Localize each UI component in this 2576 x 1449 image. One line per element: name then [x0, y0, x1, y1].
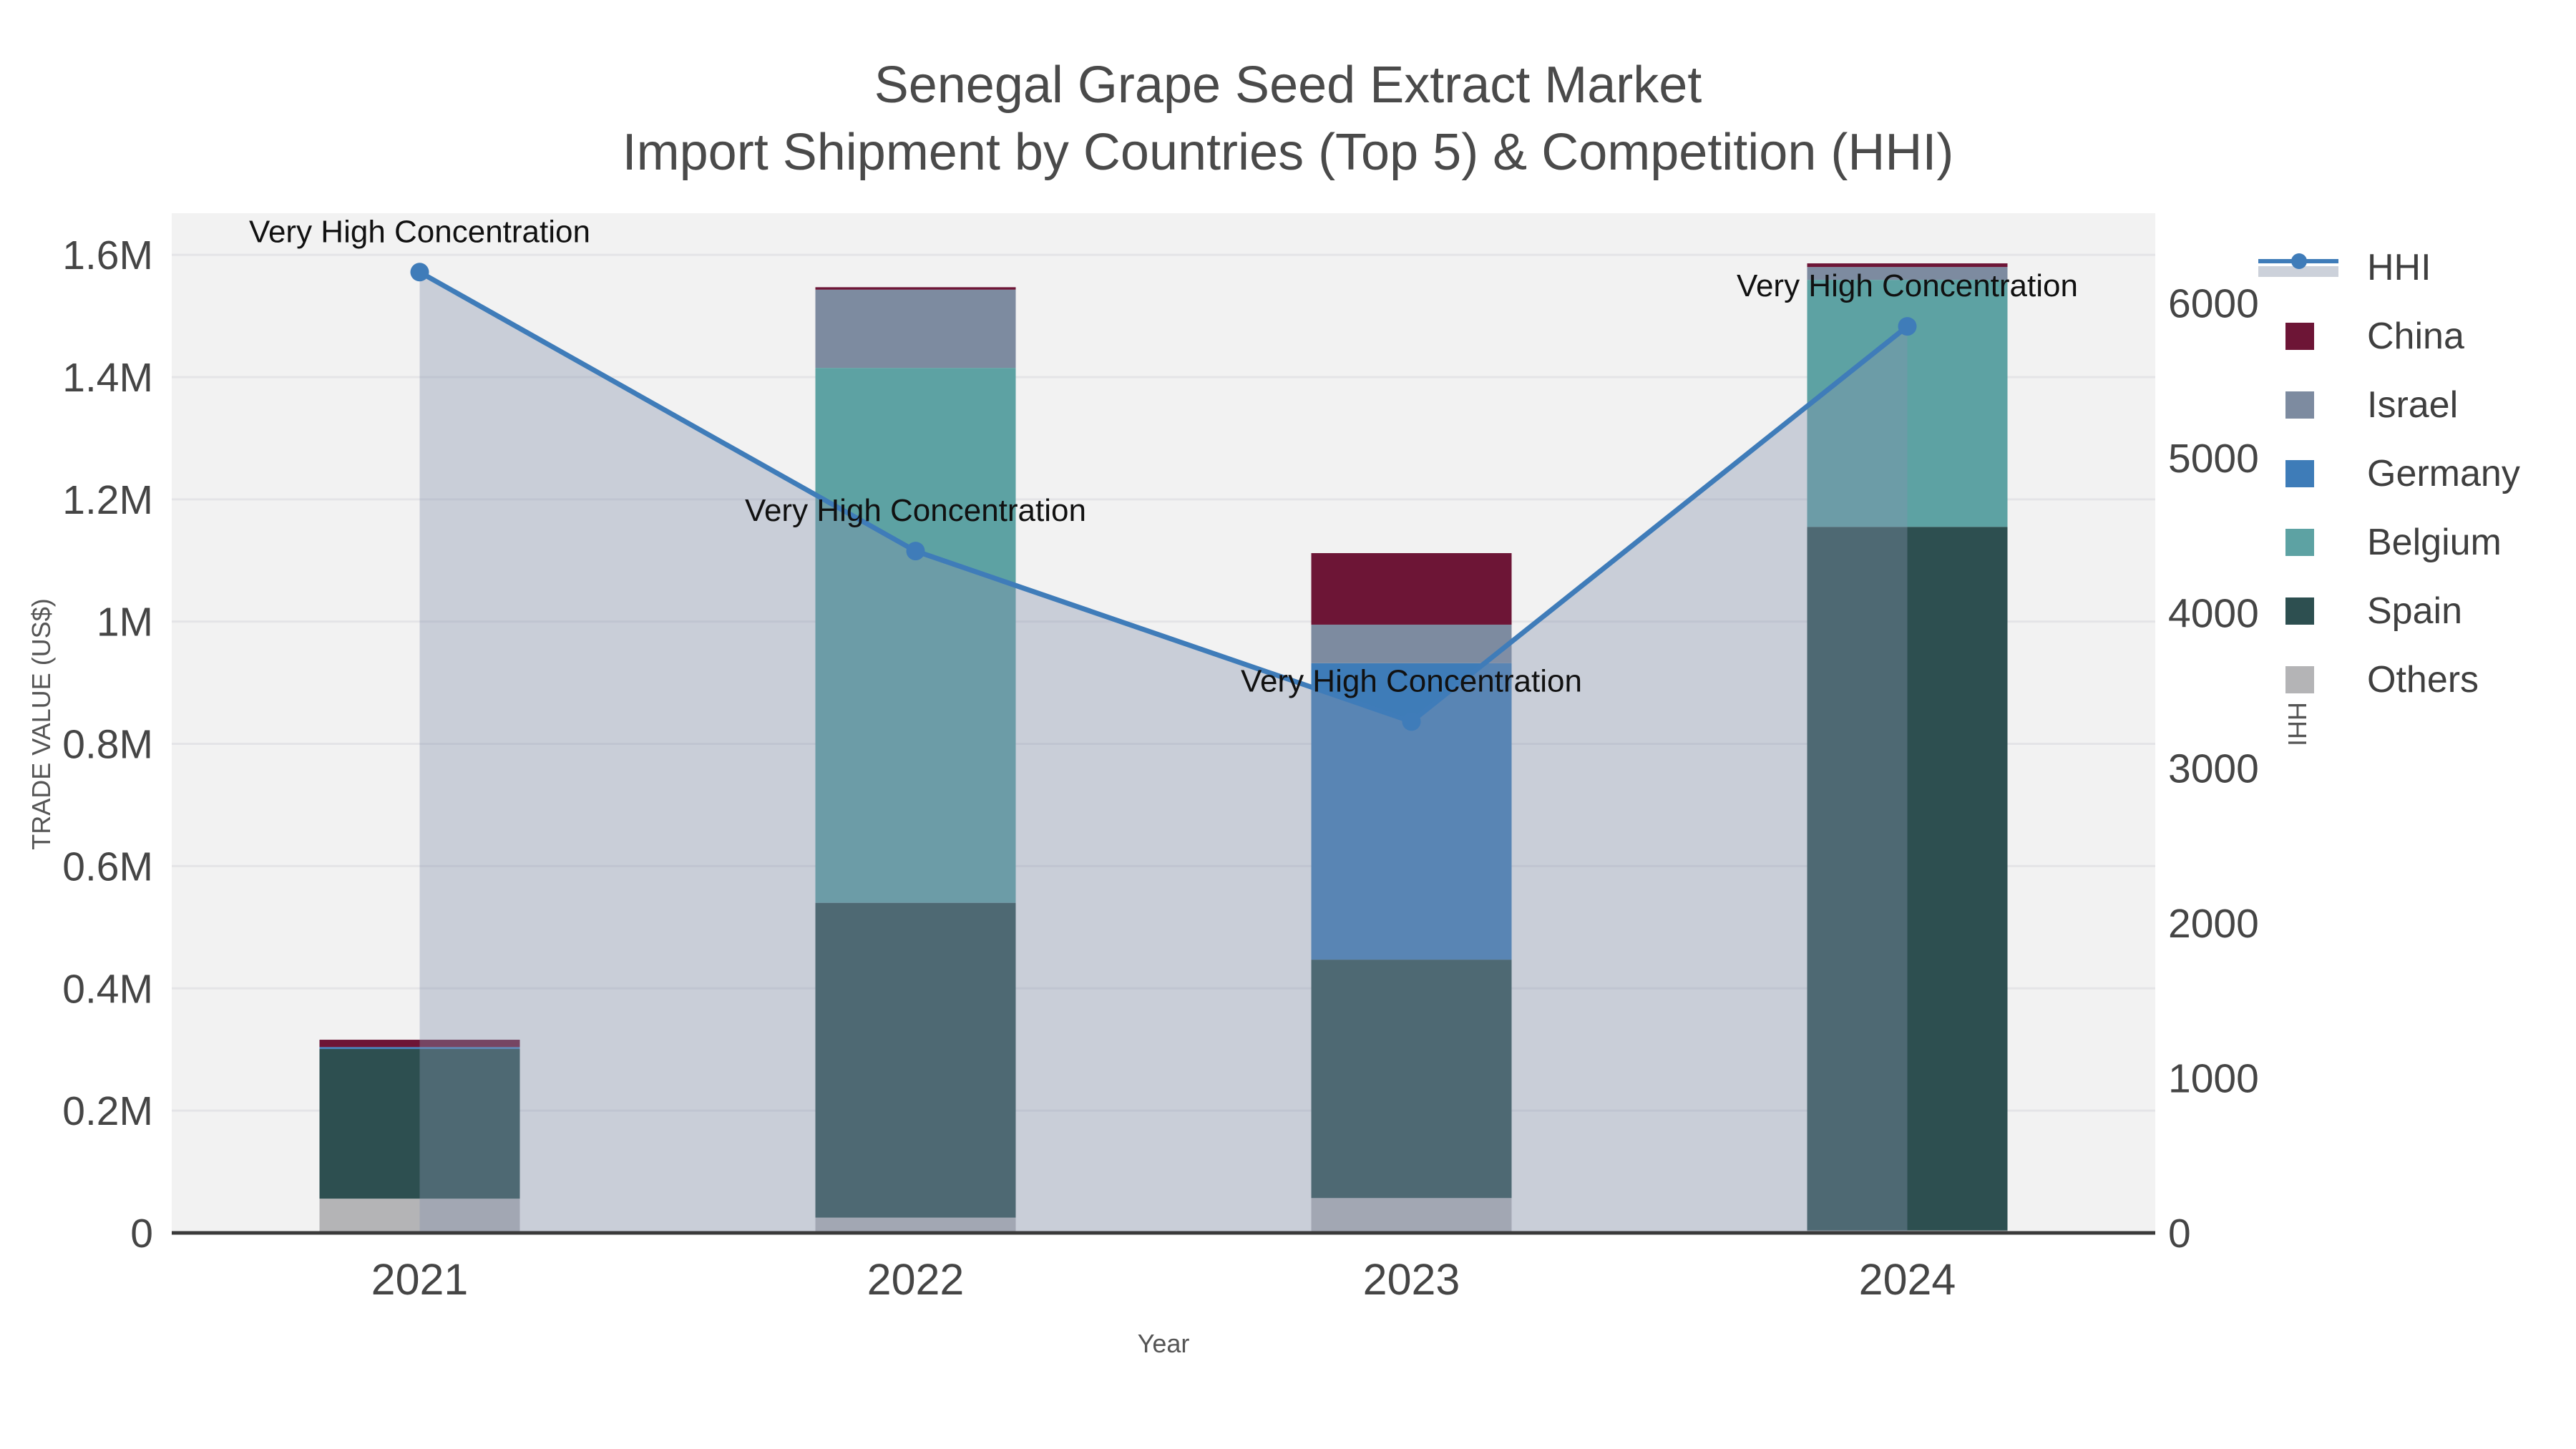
bar-2022-israel[interactable] — [815, 289, 1016, 369]
x-tick-2021: 2021 — [371, 1255, 469, 1304]
bar-2024-china[interactable] — [1807, 263, 2008, 268]
hhi-marker-2024[interactable] — [1898, 317, 1917, 336]
legend-swatch-cell-israel — [2258, 385, 2350, 425]
right-tick-5000: 5000 — [2168, 436, 2259, 482]
left-tick-0.2M: 0.2M — [62, 1088, 153, 1134]
legend-item-others[interactable]: Others — [2258, 645, 2520, 714]
hhi-line — [418, 270, 1909, 725]
hhi-marker-2021[interactable] — [410, 263, 429, 282]
chart-title-line2: Import Shipment by Countries (Top 5) & C… — [622, 124, 1954, 181]
bar-2022-belgium[interactable] — [815, 368, 1016, 903]
bar-2023-others[interactable] — [1311, 1198, 1512, 1233]
others-color-swatch-icon — [2285, 666, 2314, 693]
left-tick-1.6M: 1.6M — [62, 233, 153, 278]
left-tick-0.8M: 0.8M — [62, 722, 153, 768]
legend-label-belgium: Belgium — [2367, 522, 2502, 563]
annotation-2023: Very High Concentration — [1241, 663, 1582, 698]
right-tick-3000: 3000 — [2168, 746, 2259, 791]
legend-item-belgium[interactable]: Belgium — [2258, 508, 2520, 577]
germany-color-swatch-icon — [2285, 460, 2314, 487]
bar-2023-china[interactable] — [1311, 553, 1512, 625]
hhi-marker-2023[interactable] — [1402, 712, 1421, 731]
legend-label-china: China — [2367, 316, 2464, 357]
legend-swatch-cell-spain — [2258, 591, 2350, 631]
legend-item-hhi[interactable]: HHI — [2258, 233, 2520, 302]
legend-swatch-cell-germany — [2258, 454, 2350, 494]
legend: HHI China Israel Germany Belgium Spain Others — [2258, 233, 2520, 714]
legend-item-china[interactable]: China — [2258, 302, 2520, 371]
left-tick-0: 0 — [130, 1211, 153, 1257]
bar-2021-germany[interactable] — [319, 1047, 520, 1049]
left-tick-1.4M: 1.4M — [62, 355, 153, 401]
left-tick-0.4M: 0.4M — [62, 966, 153, 1012]
left-tick-0.6M: 0.6M — [62, 844, 153, 889]
right-tick-2000: 2000 — [2168, 901, 2259, 947]
left-axis-title: TRADE VALUE (US$) — [26, 598, 56, 850]
bar-2021-others[interactable] — [319, 1199, 520, 1233]
hhi-area-fill — [419, 272, 1908, 1234]
legend-label-spain: Spain — [2367, 590, 2462, 632]
israel-color-swatch-icon — [2285, 391, 2314, 419]
right-tick-0: 0 — [2168, 1211, 2191, 1257]
legend-label-germany: Germany — [2367, 453, 2520, 494]
annotation-2024: Very High Concentration — [1737, 268, 2078, 303]
legend-label-israel: Israel — [2367, 384, 2459, 426]
x-tick-2024: 2024 — [1859, 1255, 1956, 1304]
china-color-swatch-icon — [2285, 323, 2314, 350]
hhi-marker-swatch — [2291, 253, 2307, 269]
legend-item-israel[interactable]: Israel — [2258, 371, 2520, 439]
bar-2023-spain[interactable] — [1311, 960, 1512, 1199]
belgium-color-swatch-icon — [2285, 529, 2314, 556]
x-tick-2022: 2022 — [867, 1255, 965, 1304]
legend-label-others: Others — [2367, 659, 2479, 701]
right-tick-1000: 1000 — [2168, 1055, 2259, 1101]
x-axis-title: Year — [1137, 1329, 1190, 1358]
bar-2022-spain[interactable] — [815, 902, 1016, 1218]
legend-hhi-line-icon — [2258, 248, 2350, 288]
legend-swatch-cell-belgium — [2258, 522, 2350, 562]
bar-2021-china[interactable] — [319, 1040, 520, 1048]
bar-2021-spain[interactable] — [319, 1048, 520, 1199]
left-tick-1M: 1M — [97, 600, 153, 645]
legend-item-germany[interactable]: Germany — [2258, 439, 2520, 508]
annotation-2021: Very High Concentration — [249, 214, 590, 249]
legend-label-hhi: HHI — [2367, 247, 2431, 288]
legend-swatch-cell-others — [2258, 660, 2350, 700]
spain-color-swatch-icon — [2285, 597, 2314, 625]
bar-2024-spain[interactable] — [1807, 527, 2008, 1231]
right-tick-4000: 4000 — [2168, 591, 2259, 637]
hhi-marker-2022[interactable] — [906, 542, 925, 561]
right-tick-6000: 6000 — [2168, 281, 2259, 327]
legend-swatch-cell-china — [2258, 316, 2350, 356]
legend-item-spain[interactable]: Spain — [2258, 577, 2520, 645]
bar-2023-israel[interactable] — [1311, 624, 1512, 663]
annotation-2022: Very High Concentration — [745, 493, 1086, 528]
x-tick-2023: 2023 — [1363, 1255, 1460, 1304]
bar-2024-israel[interactable] — [1807, 267, 2008, 280]
bar-2022-china[interactable] — [815, 287, 1016, 290]
chart-title: Senegal Grape Seed Extract Market Import… — [0, 52, 2576, 186]
chart-title-line1: Senegal Grape Seed Extract Market — [874, 57, 1702, 114]
hhi-area-swatch — [2258, 266, 2338, 277]
hhi-line-sample-icon — [2258, 248, 2338, 288]
left-tick-1.2M: 1.2M — [62, 477, 153, 523]
bar-2022-others[interactable] — [815, 1217, 1016, 1233]
